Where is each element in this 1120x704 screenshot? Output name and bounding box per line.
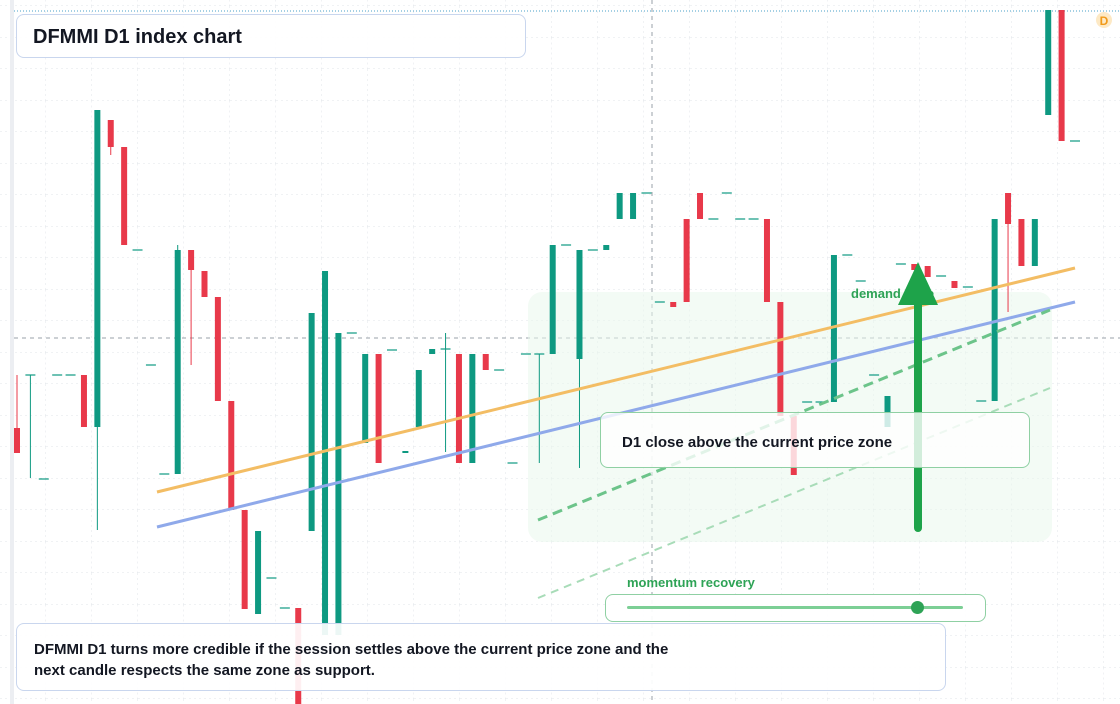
callout-text: D1 close above the current price zone (622, 434, 893, 451)
candle-body (697, 193, 704, 219)
slider-label: momentum recovery (627, 575, 755, 590)
candle-body (107, 120, 114, 147)
candle-body (415, 370, 422, 427)
candle-body (1058, 10, 1065, 141)
candle-body (603, 245, 610, 250)
candle-body (549, 245, 556, 354)
candle-body (429, 349, 436, 354)
candle-body (94, 110, 101, 427)
candle-body (241, 510, 248, 609)
candle-body (911, 264, 918, 270)
candle-body (763, 219, 770, 302)
candle-body (683, 219, 690, 302)
candle-body (884, 396, 891, 427)
candle-body (121, 147, 128, 245)
candle-body (1045, 10, 1052, 115)
candle-body (214, 297, 221, 401)
candle-body (616, 193, 623, 219)
note: DFMMI D1 turns more credible if the sess… (34, 641, 669, 679)
candle-body (777, 302, 784, 416)
candle-body (1005, 193, 1012, 224)
candle-body (402, 451, 409, 453)
badge: D (1100, 14, 1109, 28)
title-box: DFMMI D1 index chart (16, 14, 526, 58)
candle-body (80, 375, 87, 427)
candle-body (362, 354, 369, 443)
candle-body (630, 193, 637, 219)
slider-knob (911, 601, 924, 614)
badge-bg (1096, 12, 1112, 28)
candle-body (991, 219, 998, 401)
candle-body (14, 428, 20, 453)
candle-body (670, 302, 677, 307)
candle-body (375, 354, 382, 463)
candle-body (174, 250, 181, 474)
candle-body (951, 281, 958, 288)
callout: D1 close above the current price zone (600, 412, 1030, 468)
left-edge (10, 0, 14, 704)
candle-body (322, 271, 329, 635)
candle-body (255, 531, 262, 614)
candle-body (830, 255, 837, 402)
candle-body (469, 354, 476, 463)
candle-body (924, 266, 931, 277)
candle-body (455, 354, 462, 463)
note-box: DFMMI D1 turns more credible if the sess… (16, 623, 946, 691)
candle-body (576, 250, 583, 359)
arrow-head (898, 262, 938, 305)
candle-body (482, 354, 489, 370)
candle-body (1031, 219, 1038, 266)
candle-body (308, 313, 315, 531)
candle-body (201, 271, 208, 297)
candle-body (228, 401, 235, 510)
candle-body (188, 250, 195, 270)
slider (605, 594, 986, 622)
chart-title: DFMMI D1 index chart (33, 26, 242, 48)
candle-body (1018, 219, 1025, 266)
slider-track (627, 606, 963, 609)
